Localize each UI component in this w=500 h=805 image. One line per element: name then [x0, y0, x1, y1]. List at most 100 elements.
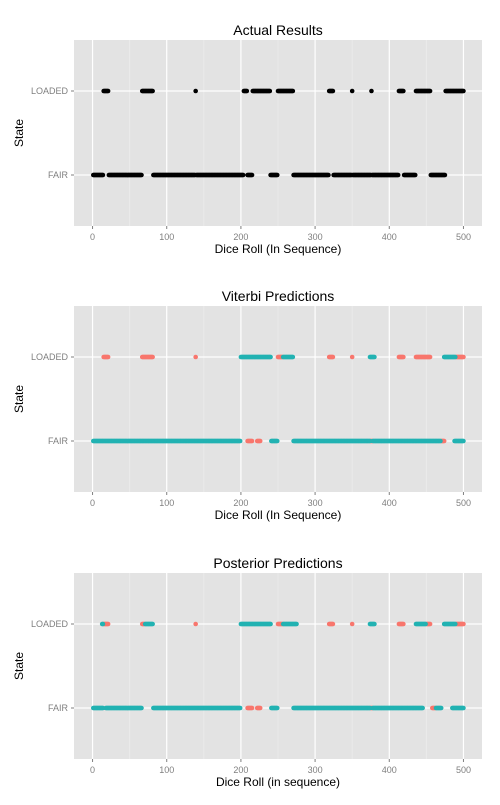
data-point — [290, 88, 296, 94]
y-tick-label: LOADED — [31, 352, 69, 362]
data-point — [240, 172, 246, 178]
data-point — [395, 172, 401, 178]
x-tick-label: 200 — [233, 765, 248, 775]
data-point — [461, 705, 466, 711]
data-point — [100, 621, 106, 627]
x-tick-label: 100 — [159, 498, 174, 508]
data-point — [105, 88, 111, 94]
data-point — [150, 621, 155, 627]
data-point — [290, 354, 296, 360]
x-tick-label: 100 — [159, 232, 174, 242]
x-tick-label: 200 — [233, 232, 248, 242]
data-point — [105, 354, 111, 360]
data-point — [461, 621, 466, 627]
data-point — [452, 354, 458, 360]
data-point — [420, 705, 425, 711]
data-point — [249, 172, 255, 178]
data-point — [193, 621, 198, 627]
data-point — [274, 172, 280, 178]
y-tick-label: FAIR — [48, 170, 69, 180]
x-tick-label: 0 — [90, 765, 95, 775]
data-point — [105, 621, 111, 627]
x-tick-label: 300 — [308, 232, 323, 242]
data-point — [401, 621, 406, 627]
chart-title: Actual Results — [233, 22, 322, 38]
data-point — [139, 705, 144, 711]
x-tick-label: 500 — [456, 498, 471, 508]
y-tick-label: FAIR — [48, 436, 69, 446]
x-tick-label: 300 — [308, 765, 323, 775]
chart-title: Viterbi Predictions — [222, 288, 335, 304]
data-point — [326, 172, 331, 178]
x-axis-label: Dice Roll (In Sequence) — [215, 508, 342, 522]
data-point — [100, 172, 106, 178]
data-point — [193, 354, 198, 360]
data-point — [372, 621, 377, 627]
data-point — [330, 354, 336, 360]
data-point — [257, 438, 263, 444]
data-point — [150, 88, 155, 94]
data-point — [461, 438, 466, 444]
x-tick-label: 300 — [308, 498, 323, 508]
data-point — [461, 88, 466, 94]
data-point — [237, 705, 243, 711]
x-tick-label: 400 — [382, 498, 397, 508]
data-point — [438, 705, 444, 711]
data-point — [427, 88, 433, 94]
data-point — [193, 88, 198, 94]
data-point — [461, 354, 466, 360]
x-tick-label: 400 — [382, 232, 397, 242]
y-axis-label: State — [12, 652, 26, 680]
data-point — [249, 705, 255, 711]
chart-title: Posterior Predictions — [213, 555, 342, 571]
data-point — [139, 172, 144, 178]
data-point — [442, 172, 448, 178]
data-point — [349, 354, 355, 360]
x-tick-label: 100 — [159, 765, 174, 775]
data-point — [237, 438, 243, 444]
data-point — [267, 88, 273, 94]
data-point — [274, 438, 280, 444]
data-point — [330, 88, 336, 94]
y-tick-label: FAIR — [48, 703, 69, 713]
data-point — [427, 354, 433, 360]
data-point — [423, 621, 428, 627]
data-point — [441, 438, 447, 444]
data-point — [150, 354, 155, 360]
data-point — [412, 172, 418, 178]
data-point — [349, 621, 355, 627]
data-point — [372, 354, 377, 360]
y-tick-label: LOADED — [31, 86, 69, 96]
x-tick-label: 0 — [90, 498, 95, 508]
chart-panel-3: 0 100 200 300 400 500 FAIR LOADED Posterior Pred… — [12, 555, 482, 789]
data-point — [330, 621, 336, 627]
chart-panel-2: 0 100 200 300 400 500 FAIR LOADED Viterbi Predic… — [12, 288, 482, 522]
y-axis-label: State — [12, 119, 26, 147]
data-point — [268, 621, 273, 627]
data-point — [349, 88, 355, 94]
y-axis-label: State — [12, 385, 26, 413]
x-tick-label: 0 — [90, 232, 95, 242]
x-tick-label: 200 — [233, 498, 248, 508]
chart-panel-1: 0 100 200 300 400 500 FAIR LOADED Actual Results… — [12, 22, 482, 256]
data-point — [249, 438, 255, 444]
x-tick-label: 500 — [456, 765, 471, 775]
data-point — [401, 354, 406, 360]
data-point — [257, 705, 263, 711]
y-tick-label: LOADED — [31, 619, 69, 629]
data-point — [427, 621, 433, 627]
data-point — [244, 88, 250, 94]
x-axis-label: Dice Roll (in sequence) — [216, 775, 340, 789]
data-point — [369, 88, 374, 94]
data-point — [452, 621, 458, 627]
data-point — [294, 621, 299, 627]
data-point — [401, 88, 406, 94]
x-axis-label: Dice Roll (In Sequence) — [215, 242, 342, 256]
data-point — [274, 705, 280, 711]
data-point — [268, 354, 273, 360]
x-tick-label: 400 — [382, 765, 397, 775]
x-tick-label: 500 — [456, 232, 471, 242]
data-point — [438, 438, 443, 444]
